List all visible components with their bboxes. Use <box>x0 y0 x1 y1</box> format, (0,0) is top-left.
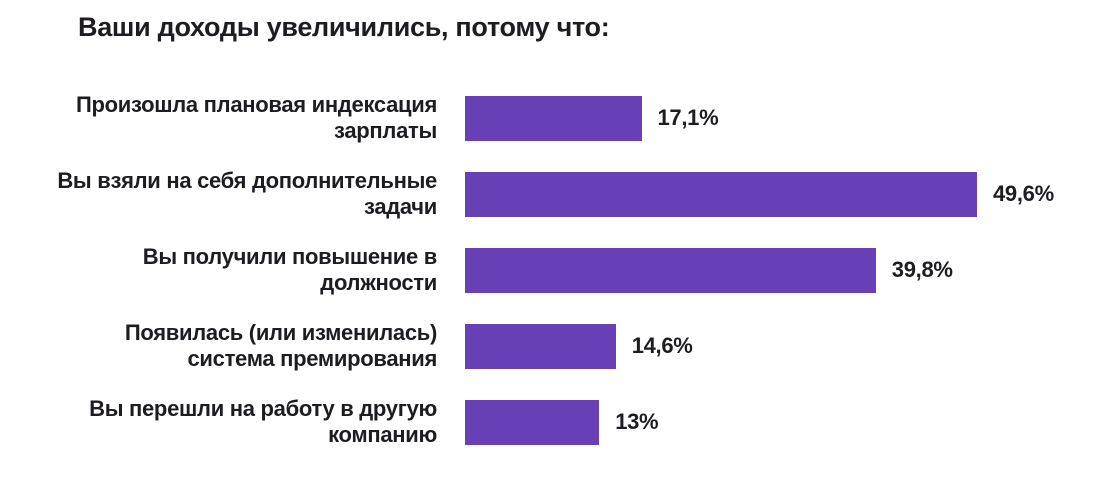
bar <box>465 171 977 217</box>
category-label: Появилась (или изменилась) система преми… <box>124 320 437 371</box>
category-label: Вы перешли на работу в другую компанию <box>89 396 437 447</box>
bar <box>465 95 642 141</box>
bar <box>465 323 616 369</box>
chart-row: Вы перешли на работу в другую компанию 13… <box>40 384 1104 460</box>
bar <box>465 399 600 445</box>
bar <box>465 247 876 293</box>
value-label: 17,1% <box>657 105 719 130</box>
chart-rows: Произошла плановая индексация зарплаты 17… <box>40 80 1104 460</box>
value-label: 14,6% <box>631 333 693 358</box>
category-label: Вы взяли на себя дополнительные задачи <box>57 168 437 219</box>
category-label: Вы получили повышение в должности <box>142 244 438 295</box>
value-label: 13% <box>615 409 659 434</box>
category-label: Произошла плановая индексация зарплаты <box>75 92 437 143</box>
value-label: 49,6% <box>993 181 1054 206</box>
chart-row: Вы получили повышение в должности 39,8% <box>40 232 1104 308</box>
chart-row: Произошла плановая индексация зарплаты 17… <box>40 80 1104 156</box>
chart-row: Появилась (или изменилась) система преми… <box>40 308 1104 384</box>
value-label: 39,8% <box>891 257 953 282</box>
chart-title: Ваши доходы увеличились, потому что: <box>78 12 610 42</box>
chart-row: Вы взяли на себя дополнительные задачи 49… <box>40 156 1104 232</box>
